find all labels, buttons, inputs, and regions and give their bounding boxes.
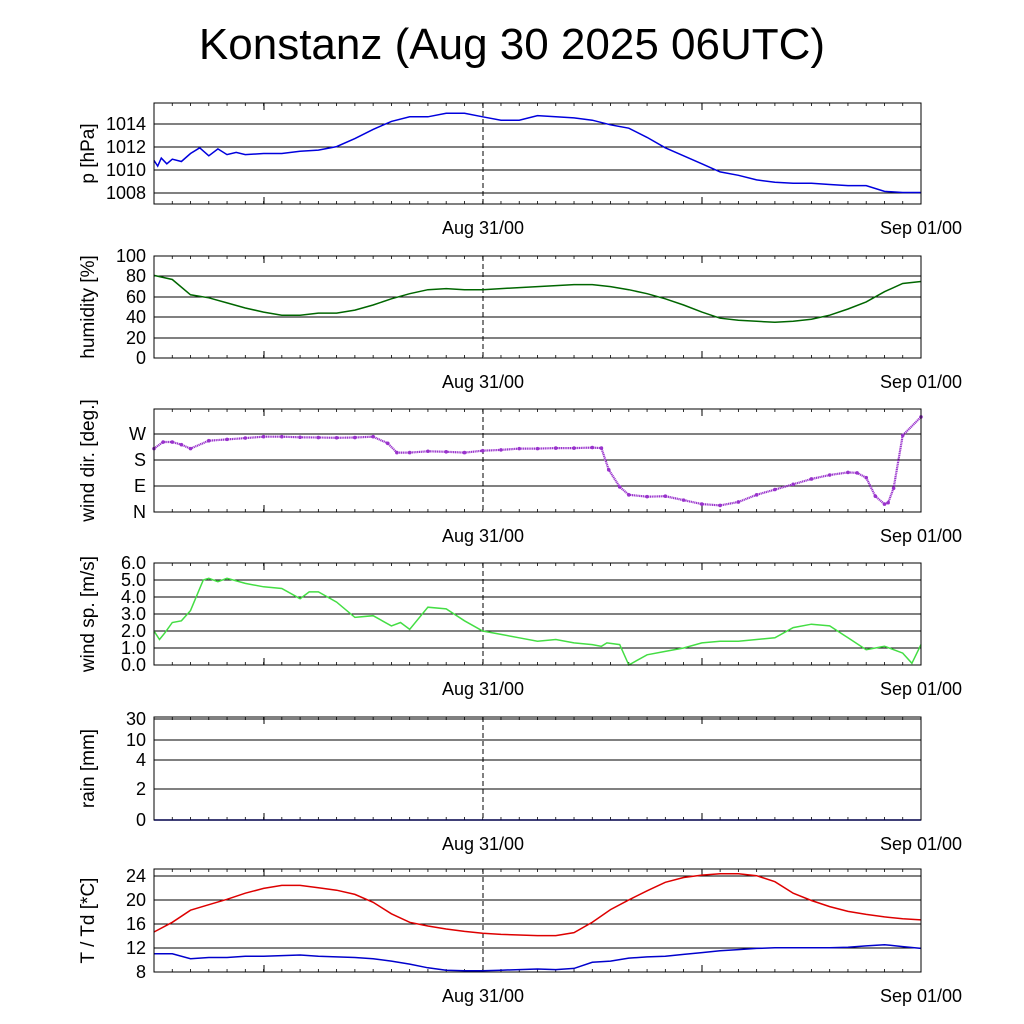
- xtick-label-temperature-0: Aug 31/00: [442, 986, 524, 1006]
- panel-frame-pressure: [153, 102, 922, 205]
- ylabel-temperature: T / Td [*C]: [78, 878, 99, 964]
- ytick-label-pressure-2: 1012: [106, 137, 146, 157]
- ytick-label-wind_speed-4: 4.0: [121, 587, 146, 607]
- ytick-label-wind_speed-0: 0.0: [121, 655, 146, 675]
- series-line-wind_direction: [153, 416, 922, 507]
- ytick-label-wind_direction-1: E: [134, 476, 146, 496]
- xtick-label-pressure-1: Sep 01/00: [880, 218, 962, 238]
- series-line-humidity-0: [153, 274, 922, 324]
- ytick-label-humidity-5: 100: [116, 246, 146, 266]
- series-line-temperature-1: [154, 943, 922, 972]
- ytick-label-pressure-0: 1008: [106, 183, 146, 203]
- ytick-label-pressure-3: 1014: [106, 114, 146, 134]
- xtick-label-humidity-1: Sep 01/00: [880, 372, 962, 392]
- panel-frame-wind_speed: [153, 562, 922, 666]
- ytick-label-temperature-1: 12: [126, 938, 146, 958]
- panel-frame-humidity: [153, 255, 922, 359]
- xtick-label-rain-1: Sep 01/00: [880, 834, 962, 854]
- xtick-label-humidity-0: Aug 31/00: [442, 372, 524, 392]
- ytick-label-humidity-2: 40: [126, 307, 146, 327]
- ytick-label-wind_speed-3: 3.0: [121, 604, 146, 624]
- series-line-pressure-0: [153, 112, 921, 194]
- ytick-label-rain-1: 2: [136, 779, 146, 799]
- ytick-label-wind_speed-1: 1.0: [121, 638, 146, 658]
- series-line-temperature-0: [153, 873, 922, 937]
- ytick-label-rain-0: 0: [136, 810, 146, 830]
- xtick-label-wind_speed-1: Sep 01/00: [880, 679, 962, 699]
- ytick-label-rain-4: 30: [126, 709, 146, 729]
- ytick-label-pressure-1: 1010: [106, 160, 146, 180]
- series-line-wind_speed-0: [153, 577, 922, 667]
- xtick-label-temperature-1: Sep 01/00: [880, 986, 962, 1006]
- panel-frame-temperature: [153, 868, 922, 973]
- xtick-label-wind_speed-0: Aug 31/00: [442, 679, 524, 699]
- ytick-label-temperature-2: 16: [126, 914, 146, 934]
- ytick-label-wind_direction-2: S: [134, 450, 146, 470]
- xtick-label-rain-0: Aug 31/00: [442, 834, 524, 854]
- ylabel-pressure: p [hPa]: [78, 123, 99, 183]
- ytick-label-temperature-3: 20: [126, 890, 146, 910]
- ylabel-wind_direction: wind dir. [deg.]: [78, 399, 99, 523]
- xtick-label-wind_direction-0: Aug 31/00: [442, 526, 524, 546]
- chart-title: Konstanz (Aug 30 2025 06UTC): [198, 20, 826, 69]
- ytick-label-humidity-3: 60: [126, 287, 146, 307]
- ylabel-rain: rain [mm]: [78, 729, 99, 808]
- ylabel-humidity: humidity [%]: [78, 255, 99, 358]
- ytick-label-humidity-1: 20: [126, 328, 146, 348]
- ytick-label-wind_speed-2: 2.0: [121, 621, 146, 641]
- ytick-label-wind_speed-6: 6.0: [121, 553, 146, 573]
- xtick-label-wind_direction-1: Sep 01/00: [880, 526, 962, 546]
- panel-frame-rain: [153, 716, 922, 821]
- ylabel-wind_speed: wind sp. [m/s]: [78, 556, 99, 673]
- ytick-label-humidity-4: 80: [126, 266, 146, 286]
- panel-frame-wind_direction: [153, 408, 922, 513]
- ytick-label-humidity-0: 0: [136, 348, 146, 368]
- xtick-label-pressure-0: Aug 31/00: [442, 218, 524, 238]
- ytick-label-rain-3: 10: [126, 730, 146, 750]
- ytick-label-temperature-0: 8: [136, 962, 146, 982]
- ytick-label-wind_speed-5: 5.0: [121, 570, 146, 590]
- ytick-label-temperature-4: 24: [126, 866, 146, 886]
- ytick-label-wind_direction-3: W: [129, 424, 146, 444]
- ytick-label-rain-2: 4: [136, 750, 146, 770]
- ytick-label-wind_direction-0: N: [133, 502, 146, 522]
